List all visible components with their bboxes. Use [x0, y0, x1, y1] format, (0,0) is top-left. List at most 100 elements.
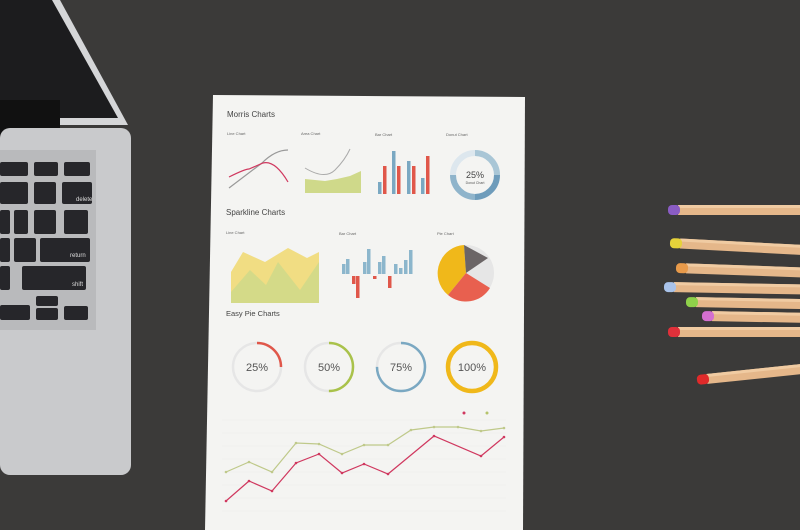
spark-bar-positive — [363, 262, 367, 274]
pencil-highlight — [680, 238, 800, 252]
keyboard-key — [0, 210, 10, 234]
series-point — [270, 470, 274, 474]
spark-bar-negative — [373, 276, 377, 279]
pencil-tip — [701, 311, 715, 322]
bar-red — [412, 166, 416, 194]
keyboard-key — [64, 210, 88, 234]
series-point — [386, 472, 390, 476]
sparkline-pie-chart — [437, 245, 494, 302]
series-point — [479, 429, 483, 433]
colored-pencil — [701, 311, 800, 325]
ring-progress — [303, 341, 355, 393]
morris-donut-chart: 25% Donut Chart — [450, 150, 500, 200]
easy-pie-charts: 25% 50% 75% 100% — [231, 340, 499, 394]
keyboard-key — [0, 182, 28, 204]
spark-bar-positive — [367, 249, 371, 274]
ring-progress — [231, 341, 283, 393]
colored-pencil — [675, 263, 800, 281]
bar-blue — [421, 178, 425, 194]
morris-bar-label: Bar Chart — [375, 132, 393, 137]
spark-bar-negative — [352, 276, 356, 284]
series-point — [247, 460, 251, 464]
keyboard-key — [0, 238, 10, 262]
sparkline-line-label: Line Chart — [226, 230, 245, 235]
keyboard-key — [0, 305, 30, 320]
series-point — [317, 442, 321, 446]
colored-pencil — [663, 282, 800, 296]
pencil-tip — [668, 205, 680, 215]
pencil-highlight — [674, 282, 800, 289]
colored-pencil — [669, 238, 800, 259]
spark-bar-positive — [404, 260, 408, 274]
pencil-tip — [685, 297, 699, 308]
keyboard-key — [22, 266, 86, 290]
spark-bar-negative — [388, 276, 392, 288]
bar-blue — [378, 182, 382, 194]
pencil-body — [678, 327, 800, 337]
chart-printout: Morris Charts Line Chart Area Chart Bar … — [205, 95, 525, 530]
easy-pie-title: Easy Pie Charts — [226, 309, 280, 318]
series-point — [432, 434, 436, 438]
ring-progress — [445, 340, 499, 394]
series-point — [386, 443, 390, 447]
spark-bar-negative — [356, 276, 360, 298]
pencil-body — [678, 205, 800, 215]
keyboard-key — [64, 306, 88, 320]
keyboard-key — [0, 266, 10, 290]
morris-area-chart — [304, 148, 361, 193]
spark-bar-positive — [399, 268, 403, 274]
series-point — [317, 452, 321, 456]
keyboard-key — [0, 162, 28, 176]
sparkline-line-chart — [231, 248, 319, 303]
donut-center-label: Donut Chart — [466, 181, 485, 185]
colored-pencil — [668, 205, 800, 215]
bar-blue — [392, 151, 396, 194]
series-point — [362, 443, 366, 447]
keyboard-key — [14, 238, 36, 262]
spark-bar-positive — [346, 259, 350, 274]
series-point — [362, 462, 366, 466]
keyboard-key — [40, 238, 90, 262]
key-shift[interactable]: shift — [72, 282, 83, 288]
legend-marker-olive — [485, 411, 489, 415]
spark-bar-positive — [378, 262, 382, 274]
pencil-tip — [696, 374, 710, 385]
keyboard-key — [36, 296, 58, 306]
bar-blue — [407, 161, 411, 194]
series-point — [479, 454, 483, 458]
pencil-tip — [669, 238, 683, 249]
bar-red — [383, 166, 387, 194]
keyboard-key — [34, 182, 56, 204]
pencil-highlight — [678, 327, 800, 330]
series-point — [247, 479, 251, 483]
series-point — [224, 499, 228, 503]
key-return[interactable]: return — [70, 253, 86, 259]
morris-bar-chart — [378, 151, 430, 194]
series-point — [502, 435, 506, 439]
laptop: delete return shift — [0, 0, 131, 475]
sparkline-bar-label: Bar Chart — [339, 231, 357, 236]
pencil-highlight — [712, 311, 800, 318]
colored-pencils — [663, 205, 800, 385]
sparkline-pie-label: Pie Chart — [437, 231, 455, 236]
keyboard-key — [64, 162, 90, 176]
spark-bar-positive — [382, 256, 386, 274]
pencil-tip — [668, 327, 680, 337]
pencil-highlight — [696, 297, 800, 304]
series-point — [270, 489, 274, 493]
ring-label: 25% — [246, 362, 268, 374]
key-delete[interactable]: delete — [76, 197, 93, 203]
sparkline-bar-chart — [342, 249, 413, 298]
ring-label: 100% — [458, 362, 486, 374]
spark-bar-positive — [394, 264, 398, 274]
sparkline-title: Sparkline Charts — [226, 208, 285, 217]
pencil-highlight — [678, 205, 800, 208]
bar-red — [426, 156, 430, 194]
series-point — [340, 471, 344, 475]
colored-pencil — [668, 327, 800, 337]
spark-bar-positive — [342, 264, 346, 274]
morris-line-label: Line Chart — [227, 131, 246, 136]
pencil-tip — [663, 282, 677, 293]
colored-pencil — [696, 353, 800, 385]
